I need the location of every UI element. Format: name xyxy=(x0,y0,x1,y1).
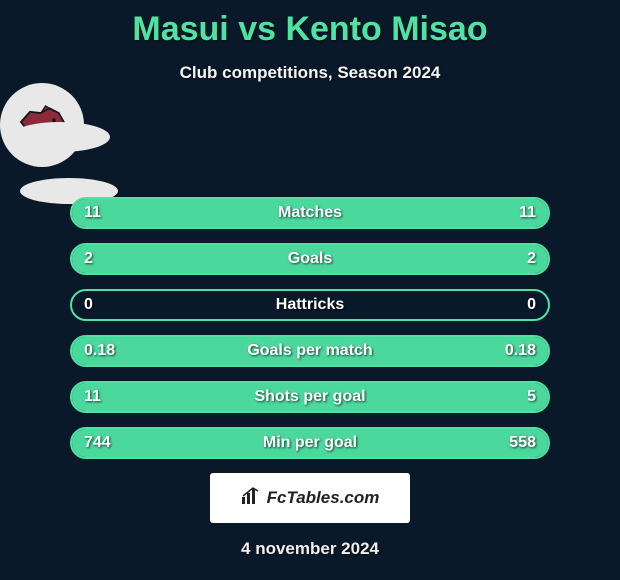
stat-value-right: 11 xyxy=(519,204,536,222)
stat-fill-right xyxy=(310,245,548,273)
stat-label: Matches xyxy=(278,204,342,222)
stat-row: 744 Min per goal 558 xyxy=(70,427,550,459)
stat-row: 11 Shots per goal 5 xyxy=(70,381,550,413)
footer-date: 4 november 2024 xyxy=(0,539,620,559)
stat-value-right: 5 xyxy=(527,388,536,406)
page-title: Masui vs Kento Misao xyxy=(0,0,620,49)
stat-label: Hattricks xyxy=(276,296,344,314)
stat-fill-right xyxy=(310,199,548,227)
stat-label: Goals per match xyxy=(247,342,372,360)
stats-container: 11 Matches 11 2 Goals 2 0 Hattricks 0 0.… xyxy=(70,197,550,459)
stat-label: Shots per goal xyxy=(254,388,365,406)
stat-row: 0.18 Goals per match 0.18 xyxy=(70,335,550,367)
stat-row: 0 Hattricks 0 xyxy=(70,289,550,321)
logo-text: FcTables.com xyxy=(267,488,380,508)
stat-value-right: 558 xyxy=(509,434,536,452)
stat-value-right: 0.18 xyxy=(505,342,536,360)
fctables-logo: FcTables.com xyxy=(210,473,410,523)
stat-value-right: 2 xyxy=(527,250,536,268)
chart-icon xyxy=(241,487,261,510)
player-left-avatar-shape-1 xyxy=(10,122,110,152)
stat-value-left: 744 xyxy=(84,434,111,452)
stat-row: 11 Matches 11 xyxy=(70,197,550,229)
stat-value-right: 0 xyxy=(527,296,536,314)
stat-value-left: 0.18 xyxy=(84,342,115,360)
stat-label: Min per goal xyxy=(263,434,357,452)
stat-fill-left xyxy=(72,199,310,227)
stat-value-left: 11 xyxy=(84,388,101,406)
stat-value-left: 2 xyxy=(84,250,93,268)
stat-value-left: 0 xyxy=(84,296,93,314)
subtitle: Club competitions, Season 2024 xyxy=(0,63,620,83)
stat-value-left: 11 xyxy=(84,204,101,222)
stat-row: 2 Goals 2 xyxy=(70,243,550,275)
stat-fill-left xyxy=(72,245,310,273)
stat-label: Goals xyxy=(288,250,332,268)
